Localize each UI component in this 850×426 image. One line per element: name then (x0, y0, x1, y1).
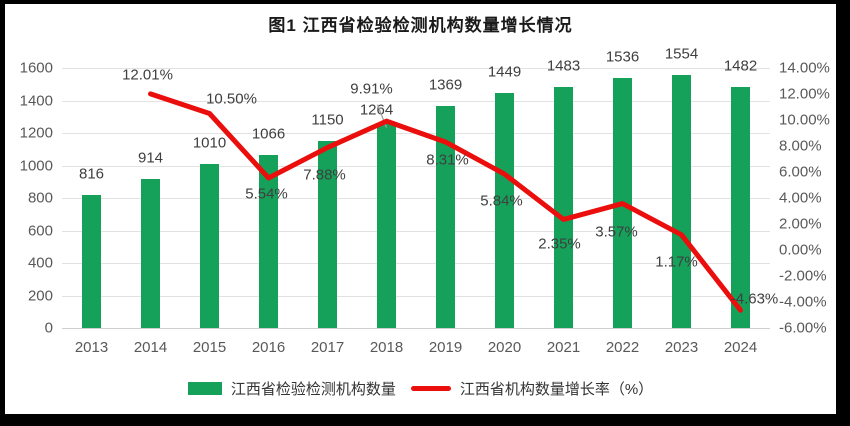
bar-2023 (672, 75, 691, 328)
chart-title: 图1 江西省检验检测机构数量增长情况 (268, 16, 573, 35)
growth-rate-label: 3.57% (595, 223, 638, 241)
x-axis-tick: 2014 (133, 339, 168, 356)
right-axis-tick: 8.00% (779, 137, 822, 155)
bar-2015 (200, 163, 219, 328)
gridline (62, 68, 770, 69)
growth-rate-label: 2.35% (538, 235, 581, 253)
right-axis-tick: 14.00% (779, 59, 830, 77)
bar-2021 (554, 87, 573, 328)
bar-value-label: 1150 (311, 111, 344, 129)
bar-value-label: 1369 (428, 76, 463, 94)
bar-value-label: 1483 (546, 57, 581, 75)
growth-rate-label: -4.63% (730, 290, 779, 308)
growth-rate-label: 8.31% (426, 151, 469, 169)
x-axis-tick: 2016 (251, 339, 286, 356)
legend-bar-swatch-icon (187, 382, 222, 395)
bar-value-label: 1449 (487, 63, 522, 81)
growth-rate-label: 9.91% (350, 80, 393, 98)
left-axis-tick: 1600 (19, 59, 53, 77)
bar-value-label: 914 (137, 149, 164, 167)
legend-bar-label: 江西省检验检测机构数量 (230, 381, 396, 398)
left-axis-tick: 400 (27, 254, 53, 272)
bar-value-label: 1482 (723, 57, 758, 75)
right-axis-tick: 2.00% (779, 215, 822, 233)
gridline (62, 198, 770, 199)
growth-rate-label: 5.84% (480, 192, 523, 210)
right-axis-tick: -2.00% (779, 267, 827, 285)
left-axis-tick: 200 (27, 287, 53, 304)
x-axis-tick: 2021 (546, 339, 581, 356)
x-axis-tick: 2017 (310, 339, 345, 356)
right-axis-tick: 0.00% (779, 241, 822, 259)
bar-2014 (141, 179, 160, 328)
x-axis-tick: 2013 (74, 339, 109, 356)
left-axis-tick: 1400 (19, 92, 53, 109)
bar-2020 (495, 92, 514, 328)
chart-frame: 图1 江西省检验检测机构数量增长情况 816 914 1010 1066 1150 126… (5, 4, 836, 414)
bar-2013 (82, 195, 101, 328)
gridline (62, 165, 770, 167)
gridline (62, 328, 770, 329)
gridline (62, 230, 770, 232)
legend: 江西省检验检测机构数量 江西省机构数量增长率（%） (5, 378, 836, 399)
bar-2016 (259, 154, 278, 328)
bar-value-label: 1554 (664, 45, 699, 63)
left-axis-tick: 800 (27, 189, 53, 207)
bar-value-label: 1264 (359, 101, 394, 119)
gridline (62, 263, 770, 264)
x-axis-tick: 2024 (723, 339, 758, 356)
bar-value-label: 1536 (605, 48, 640, 66)
x-axis-tick: 2020 (487, 339, 522, 356)
x-axis-tick: 2018 (369, 339, 404, 356)
bar-2024 (731, 87, 750, 328)
bar-2018 (377, 122, 396, 328)
gridline (62, 100, 770, 102)
x-axis-tick: 2015 (192, 339, 227, 356)
growth-rate-label: 5.54% (245, 185, 288, 203)
right-axis-tick: 4.00% (779, 189, 822, 207)
growth-rate-label: 1.17% (655, 253, 698, 271)
right-axis-tick: 6.00% (779, 163, 822, 181)
plot-area: 816 914 1010 1066 1150 1264 1369 1449 1483 1536 15… (62, 46, 778, 329)
bar-value-label: 1066 (251, 125, 286, 143)
left-axis-tick: 600 (27, 222, 53, 239)
x-axis-tick: 2023 (664, 339, 699, 356)
growth-rate-line (148, 91, 743, 313)
gridline (62, 295, 770, 297)
bar-value-label: 816 (78, 165, 105, 183)
right-axis-tick: 12.00% (779, 85, 830, 103)
x-axis-tick: 2022 (605, 339, 640, 356)
bar-2017 (318, 141, 337, 328)
bar-value-label: 1010 (192, 134, 227, 152)
growth-rate-label: 7.88% (303, 166, 346, 184)
x-axis-tick: 2019 (428, 339, 463, 356)
growth-rate-label: 10.50% (206, 90, 257, 107)
right-axis-tick: -6.00% (779, 319, 827, 337)
legend-line-label: 江西省机构数量增长率（%） (459, 381, 654, 398)
bar-2019 (436, 105, 455, 328)
left-axis-tick: 0 (44, 319, 53, 337)
legend-line-swatch-icon (410, 386, 451, 391)
right-axis-tick: -4.00% (779, 293, 827, 311)
left-axis-tick: 1200 (19, 124, 53, 142)
left-axis-tick: 1000 (19, 157, 53, 174)
growth-line-layer (148, 91, 743, 313)
right-axis-tick: 10.00% (779, 111, 830, 129)
growth-rate-label: 12.01% (122, 66, 173, 84)
